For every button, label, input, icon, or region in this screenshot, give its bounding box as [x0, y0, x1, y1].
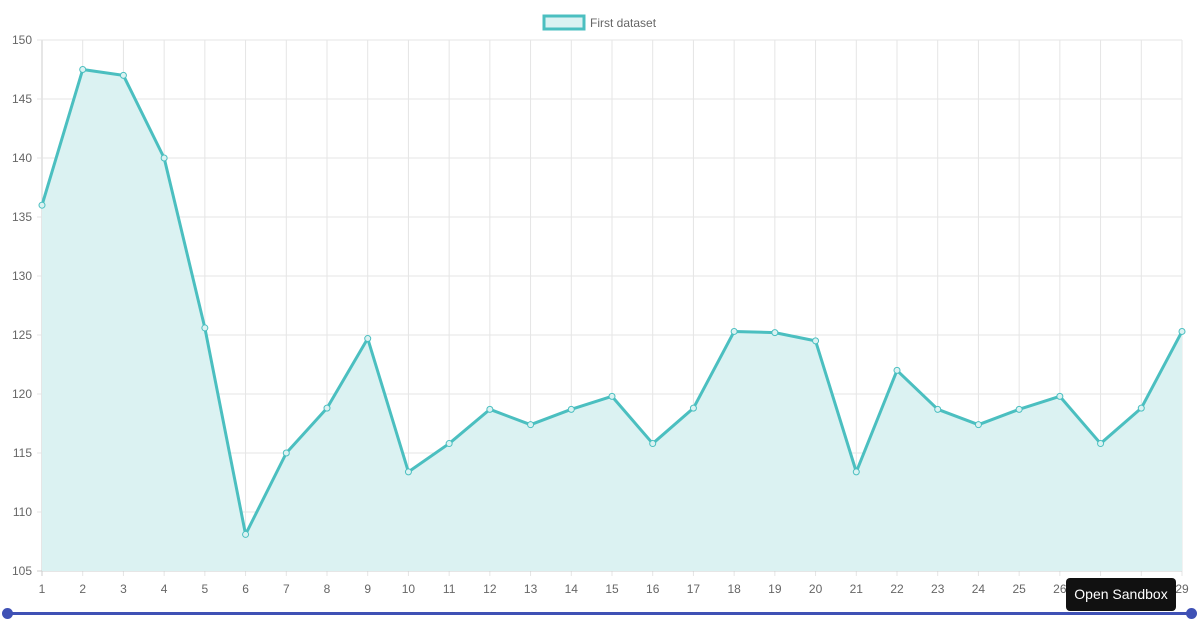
y-axis-ticks: 105 110 115 120 125 130 135 140 145 150	[12, 33, 32, 578]
data-point[interactable]	[567, 405, 575, 413]
y-tick-label: 130	[12, 269, 32, 283]
x-tick-label: 5	[202, 582, 209, 596]
data-point[interactable]	[160, 154, 168, 162]
data-point[interactable]	[323, 404, 331, 412]
x-tick-label: 12	[483, 582, 497, 596]
y-tick-label: 110	[13, 505, 32, 519]
data-point[interactable]	[201, 324, 209, 332]
x-tick-label: 17	[687, 582, 701, 596]
x-tick-label: 22	[890, 582, 904, 596]
slider-handle-end[interactable]	[1186, 608, 1197, 619]
x-tick-label: 23	[931, 582, 945, 596]
data-point[interactable]	[404, 468, 412, 476]
open-sandbox-button[interactable]: Open Sandbox	[1066, 578, 1176, 611]
legend-swatch	[542, 14, 586, 31]
x-tick-label: 1	[39, 582, 46, 596]
x-tick-label: 16	[646, 582, 660, 596]
series-points	[38, 66, 1186, 538]
data-point[interactable]	[119, 71, 127, 79]
data-point[interactable]	[445, 440, 453, 448]
y-tick-label: 135	[12, 210, 32, 224]
data-point[interactable]	[649, 440, 657, 448]
x-tick-label: 14	[565, 582, 579, 596]
data-point[interactable]	[364, 335, 372, 343]
y-tick-label: 105	[12, 564, 32, 578]
data-point[interactable]	[1056, 392, 1064, 400]
x-tick-label: 8	[324, 582, 331, 596]
data-point[interactable]	[608, 392, 616, 400]
data-point[interactable]	[1015, 405, 1023, 413]
x-tick-label: 19	[768, 582, 782, 596]
x-tick-label: 2	[79, 582, 86, 596]
data-point[interactable]	[812, 337, 820, 345]
data-point[interactable]	[486, 405, 494, 413]
x-tick-label: 20	[809, 582, 823, 596]
data-point[interactable]	[934, 405, 942, 413]
y-tick-label: 120	[12, 387, 32, 401]
x-tick-label: 9	[364, 582, 371, 596]
x-tick-label: 18	[727, 582, 741, 596]
data-point[interactable]	[974, 421, 982, 429]
data-point[interactable]	[527, 421, 535, 429]
data-point[interactable]	[282, 449, 290, 457]
data-point[interactable]	[1097, 440, 1105, 448]
legend-label: First dataset	[590, 16, 657, 30]
x-tick-label: 3	[120, 582, 127, 596]
x-tick-label: 4	[161, 582, 168, 596]
data-point[interactable]	[242, 530, 250, 538]
data-point[interactable]	[38, 201, 46, 209]
x-tick-label: 21	[850, 582, 864, 596]
series-fill	[42, 69, 1182, 571]
data-point[interactable]	[893, 366, 901, 374]
y-tick-label: 145	[12, 92, 32, 106]
x-tick-label: 7	[283, 582, 290, 596]
y-tick-label: 140	[12, 151, 32, 165]
x-tick-label: 29	[1175, 582, 1189, 596]
x-axis-ticks: 1 2 3 4 5 6 7 8 9 10 11 12 13 14 15 16 17 18 19 20 21 22 23 24 2…	[39, 582, 1189, 596]
x-tick-label: 11	[443, 582, 456, 596]
data-point[interactable]	[1178, 327, 1186, 335]
y-tick-label: 150	[12, 33, 32, 47]
slider-handle-start[interactable]	[2, 608, 13, 619]
x-tick-label: 15	[605, 582, 619, 596]
data-point[interactable]	[79, 66, 87, 73]
data-point[interactable]	[730, 327, 738, 335]
y-tick-label: 115	[13, 446, 32, 460]
x-tick-label: 25	[1012, 582, 1026, 596]
data-point[interactable]	[689, 404, 697, 412]
data-point[interactable]	[852, 468, 860, 476]
data-point[interactable]	[1137, 404, 1145, 412]
x-tick-label: 10	[402, 582, 416, 596]
data-point[interactable]	[771, 329, 779, 337]
range-slider[interactable]	[0, 606, 1200, 622]
x-tick-label: 24	[972, 582, 986, 596]
chart-legend[interactable]: First dataset	[542, 14, 657, 31]
x-tick-label: 26	[1053, 582, 1067, 596]
x-tick-label: 6	[242, 582, 249, 596]
slider-track[interactable]	[7, 612, 1193, 615]
y-tick-label: 125	[12, 328, 32, 342]
x-tick-label: 13	[524, 582, 538, 596]
